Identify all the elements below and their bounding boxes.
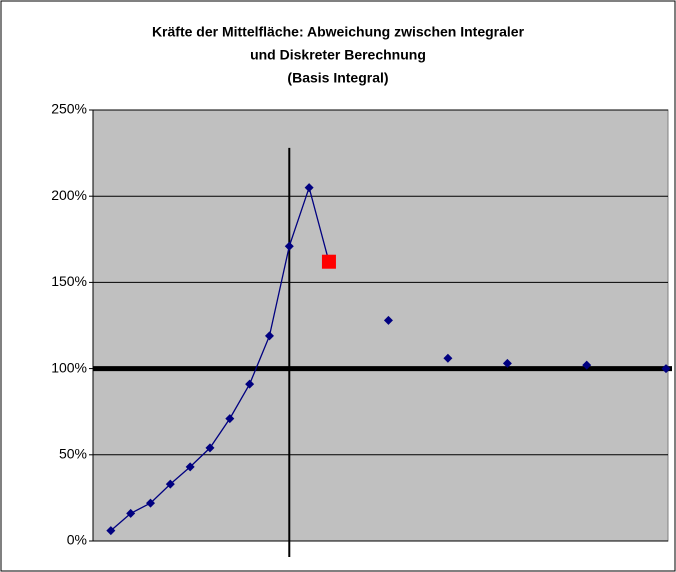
- y-tick-label: 250%: [51, 101, 87, 117]
- marker: [661, 364, 671, 374]
- marker: [245, 379, 255, 389]
- marker: [502, 358, 512, 368]
- marker: [146, 498, 155, 508]
- y-tick-label: 0%: [67, 532, 87, 548]
- marker: [185, 462, 195, 472]
- highlight-marker: [321, 254, 336, 269]
- series-line: [110, 185, 330, 532]
- marker: [383, 315, 393, 325]
- chart-title: und Diskreter Berechnung: [250, 47, 426, 63]
- marker: [443, 353, 453, 363]
- chart-title: Kräfte der Mittelfläche: Abweichung zwis…: [152, 24, 525, 40]
- marker: [582, 360, 592, 370]
- marker: [126, 508, 136, 518]
- y-tick-label: 50%: [59, 446, 87, 462]
- y-tick-label: 200%: [51, 187, 87, 203]
- marker: [165, 479, 175, 489]
- marker: [284, 241, 294, 251]
- y-tick-label: 150%: [51, 273, 87, 289]
- chart-title: (Basis Integral): [287, 70, 388, 86]
- marker: [225, 414, 235, 424]
- y-tick-label: 100%: [51, 359, 87, 375]
- marker: [106, 526, 116, 536]
- marker: [205, 443, 215, 453]
- marker: [304, 183, 314, 193]
- marker: [264, 331, 274, 341]
